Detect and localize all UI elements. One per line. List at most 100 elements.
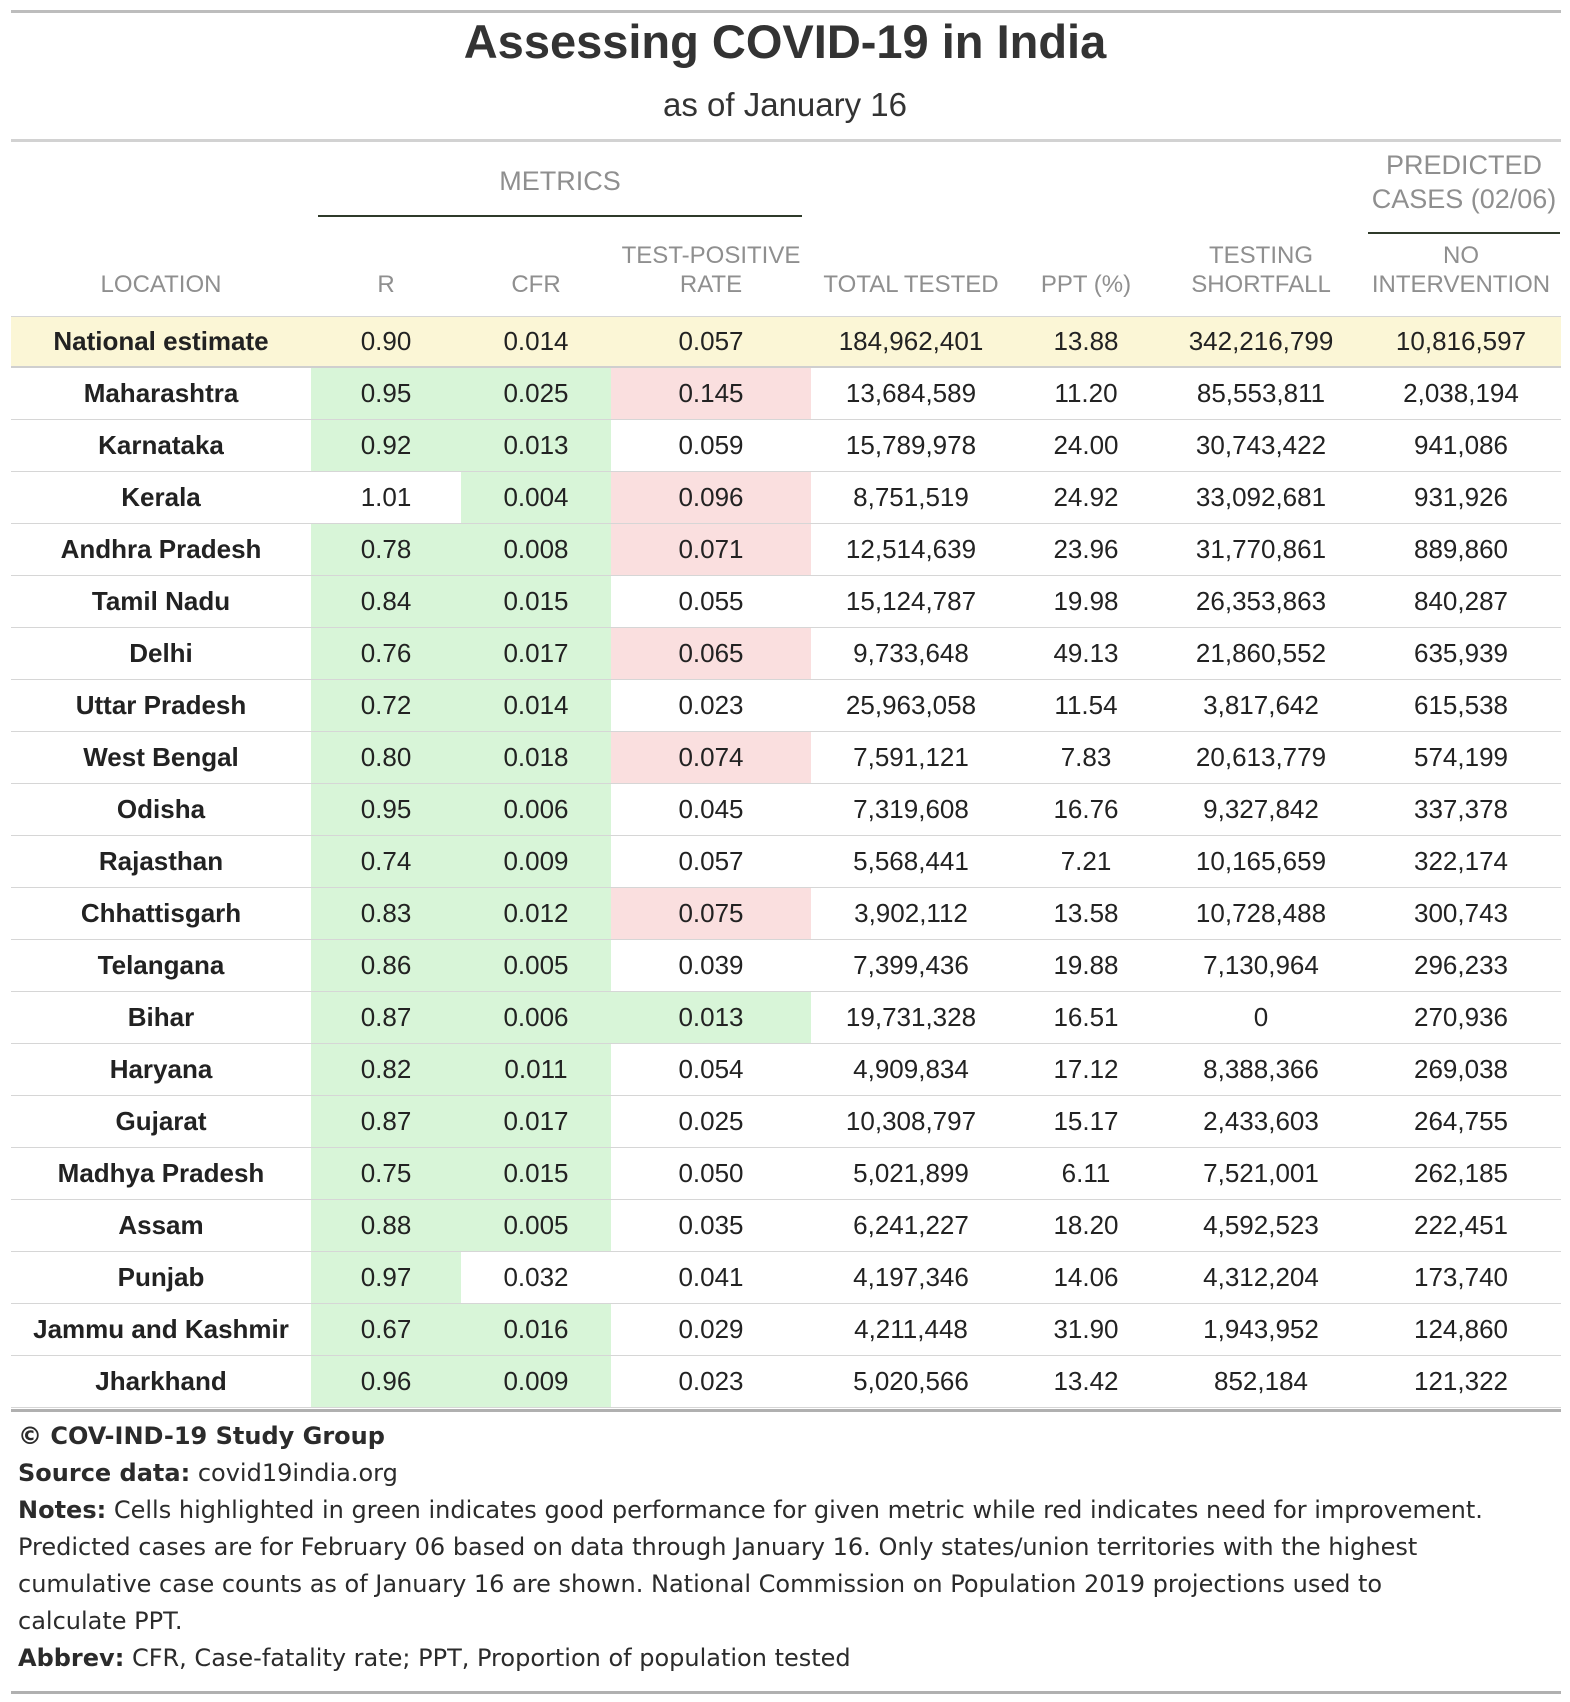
cell-r: 0.90: [360, 326, 412, 356]
cell-r: 0.82: [311, 1044, 461, 1095]
chart-title: Assessing COVID-19 in India: [463, 15, 1107, 68]
cell-location: Jammu and Kashmir: [33, 1314, 289, 1344]
cell-total-tested: 7,399,436: [853, 950, 969, 980]
cell-total-tested: 184,962,401: [838, 326, 984, 356]
footer-abbrev: Abbrev: CFR, Case-fatality rate; PPT, Pr…: [18, 1640, 1548, 1677]
cell-ppt: 17.12: [1053, 1054, 1119, 1084]
cell-cfr: 0.012: [461, 888, 611, 939]
footer-notes-label: Notes:: [18, 1496, 107, 1524]
table-row: Assam 0.88 0.005 0.035 6,241,227 18.20 4,592,5…: [11, 1200, 1561, 1252]
cell-test-positive-rate: 0.054: [678, 1054, 744, 1084]
header-shortfall-line2: SHORTFALL: [1191, 271, 1331, 298]
cell-ppt: 7.83: [1060, 742, 1112, 772]
predicted-spanner-label: PREDICTED CASES (02/06): [1368, 148, 1560, 216]
cell-testing-shortfall: 852,184: [1214, 1366, 1308, 1396]
table-row: Gujarat 0.87 0.017 0.025 10,308,797 15.17 2,43…: [11, 1096, 1561, 1148]
table-row-national: National estimate 0.90 0.014 0.057 184,962,4…: [11, 316, 1561, 368]
cell-cfr: 0.014: [503, 326, 569, 356]
cell-test-positive-rate: 0.025: [678, 1106, 744, 1136]
table-row: Punjab 0.97 0.032 0.041 4,197,346 14.06 4,312,…: [11, 1252, 1561, 1304]
cell-r: 1.01: [360, 482, 412, 512]
cell-ppt: 11.20: [1054, 378, 1118, 408]
table-row: Jharkhand 0.96 0.009 0.023 5,020,566 13.42 852…: [11, 1356, 1561, 1408]
table-bottom-rule: [11, 1409, 1561, 1412]
footer-notes-line4: calculate PPT.: [18, 1607, 183, 1635]
cell-test-positive-rate: 0.075: [611, 888, 811, 939]
cell-testing-shortfall: 7,130,964: [1203, 950, 1319, 980]
cell-testing-shortfall: 30,743,422: [1195, 430, 1327, 460]
header-nointervention-line2: INTERVENTION: [1371, 271, 1551, 298]
cell-no-intervention: 635,939: [1414, 638, 1508, 668]
cell-r: 0.95: [311, 784, 461, 835]
cell-total-tested: 19,731,328: [845, 1002, 977, 1032]
cell-no-intervention: 337,378: [1414, 794, 1508, 824]
cell-no-intervention: 264,755: [1414, 1106, 1508, 1136]
cell-testing-shortfall: 9,327,842: [1203, 794, 1319, 824]
cell-test-positive-rate: 0.041: [678, 1262, 744, 1292]
header-testing-shortfall: TESTING SHORTFALL: [1161, 241, 1361, 299]
cell-test-positive-rate: 0.050: [678, 1158, 744, 1188]
cell-test-positive-rate: 0.029: [678, 1314, 744, 1344]
cell-test-positive-rate: 0.071: [611, 524, 811, 575]
table-row: Bihar 0.87 0.006 0.013 19,731,328 16.51 0 270,9…: [11, 992, 1561, 1044]
cell-r: 0.84: [311, 576, 461, 627]
cell-test-positive-rate: 0.065: [611, 628, 811, 679]
cell-testing-shortfall: 3,817,642: [1203, 690, 1319, 720]
cell-no-intervention: 121,322: [1414, 1366, 1508, 1396]
metrics-spanner-label: METRICS: [499, 166, 621, 196]
cell-test-positive-rate: 0.039: [678, 950, 744, 980]
cell-no-intervention: 222,451: [1414, 1210, 1508, 1240]
cell-ppt: 24.92: [1053, 482, 1119, 512]
cell-ppt: 13.58: [1053, 898, 1119, 928]
cell-r: 0.67: [311, 1304, 461, 1355]
table-row: Madhya Pradesh 0.75 0.015 0.050 5,021,899 6.1…: [11, 1148, 1561, 1200]
table-row: Jammu and Kashmir 0.67 0.016 0.029 4,211,448…: [11, 1304, 1561, 1356]
predicted-spanner-line1: PREDICTED: [1385, 150, 1542, 180]
cell-location: Uttar Pradesh: [75, 690, 247, 720]
table-row: Haryana 0.82 0.011 0.054 4,909,834 17.12 8,388…: [11, 1044, 1561, 1096]
cell-location: Punjab: [117, 1262, 205, 1292]
footer-abbrev-label: Abbrev:: [18, 1644, 125, 1672]
cell-no-intervention: 322,174: [1414, 846, 1508, 876]
cell-r: 0.76: [311, 628, 461, 679]
cell-testing-shortfall: 85,553,811: [1196, 378, 1326, 408]
header-shortfall-line1: TESTING: [1208, 242, 1313, 269]
cell-total-tested: 5,020,566: [853, 1366, 969, 1396]
cell-location: Chhattisgarh: [80, 898, 242, 928]
footer-source-value: covid19india.org: [197, 1459, 398, 1487]
table-row: Telangana 0.86 0.005 0.039 7,399,436 19.88 7,1…: [11, 940, 1561, 992]
table-row: Odisha 0.95 0.006 0.045 7,319,608 16.76 9,327,…: [11, 784, 1561, 836]
cell-total-tested: 9,733,648: [853, 638, 969, 668]
header-no-intervention: NO INTERVENTION: [1361, 241, 1561, 299]
table-row: Kerala 1.01 0.004 0.096 8,751,519 24.92 33,092…: [11, 472, 1561, 524]
cell-testing-shortfall: 2,433,603: [1203, 1106, 1319, 1136]
cell-total-tested: 10,308,797: [845, 1106, 977, 1136]
cell-total-tested: 5,021,899: [853, 1158, 969, 1188]
cell-total-tested: 12,514,639: [845, 534, 977, 564]
cell-cfr: 0.015: [461, 1148, 611, 1199]
cell-total-tested: 6,241,227: [853, 1210, 969, 1240]
footer-notes-line1: Notes: Cells highlighted in green indica…: [18, 1496, 1483, 1524]
cell-testing-shortfall: 342,216,799: [1188, 326, 1334, 356]
cell-testing-shortfall: 26,353,863: [1195, 586, 1327, 616]
table-row: Andhra Pradesh 0.78 0.008 0.071 12,514,639 23…: [11, 524, 1561, 576]
cell-cfr: 0.017: [461, 628, 611, 679]
top-rule: [11, 10, 1561, 13]
cell-r: 0.97: [311, 1252, 461, 1303]
table-row: Karnataka 0.92 0.013 0.059 15,789,978 24.00 30…: [11, 420, 1561, 472]
cell-ppt: 13.42: [1053, 1366, 1119, 1396]
cell-location: Rajasthan: [98, 846, 224, 876]
cell-total-tested: 4,197,346: [853, 1262, 969, 1292]
footer-source: Source data: covid19india.org: [18, 1455, 1548, 1492]
cell-ppt: 31.90: [1053, 1314, 1119, 1344]
table-row: Delhi 0.76 0.017 0.065 9,733,648 49.13 21,860,…: [11, 628, 1561, 680]
cell-cfr: 0.011: [461, 1044, 611, 1095]
table-row: Tamil Nadu 0.84 0.015 0.055 15,124,787 19.98 2…: [11, 576, 1561, 628]
cell-ppt: 49.13: [1053, 638, 1119, 668]
cell-ppt: 23.96: [1053, 534, 1119, 564]
metrics-spanner-underline: [318, 215, 802, 217]
footer-bottom-rule: [11, 1691, 1561, 1694]
cell-no-intervention: 889,860: [1414, 534, 1508, 564]
table-row: West Bengal 0.80 0.018 0.074 7,591,121 7.83 20…: [11, 732, 1561, 784]
cell-ppt: 18.20: [1053, 1210, 1119, 1240]
